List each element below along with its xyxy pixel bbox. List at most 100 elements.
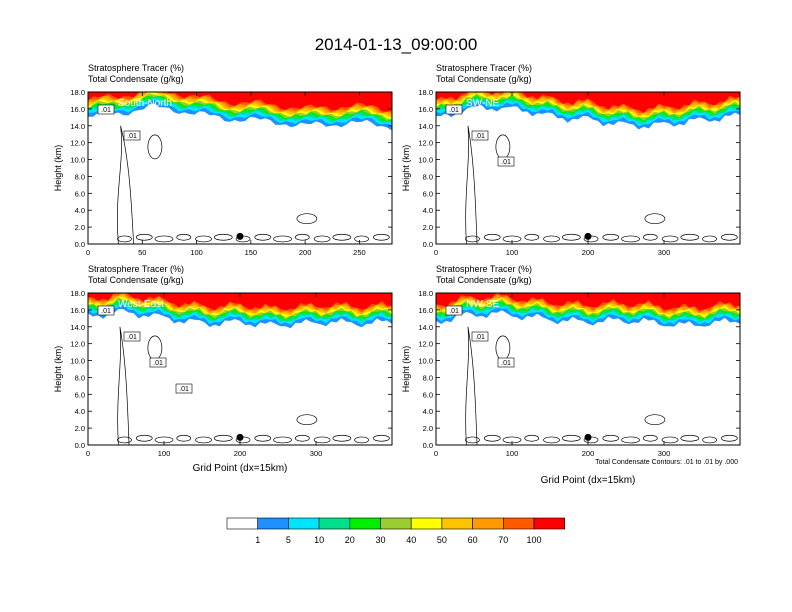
low-cloud-contour [680,233,700,241]
colorbar-swatch [441,517,473,530]
colorbar-label: 40 [406,535,416,545]
contour-label: .01 [449,308,459,315]
x-tick-label: 200 [582,248,595,257]
colorbar-swatch [472,517,504,530]
low-cloud-contour [294,434,310,442]
low-cloud-contour [135,233,153,241]
y-tick-label: 6.0 [423,390,433,399]
panel-direction-label: SW-NE [466,98,499,109]
low-cloud-contour [621,436,640,444]
low-cloud-contour [524,233,540,241]
x-axis-label: Grid Point (dx=15km) [541,475,636,486]
contour-label-box [445,305,463,316]
low-cloud-contour [642,233,658,241]
tracer-band-1 [436,293,740,311]
y-tick-label: 4.0 [75,206,85,215]
colorbar-label: 10 [314,535,324,545]
x-tick-label: 150 [245,248,258,257]
low-cloud-contour [721,233,738,241]
low-cloud-contour [273,235,292,243]
convective-column-contour [465,125,478,244]
chart-panel-4: Stratosphere Tracer (%)Total Condensate … [401,264,741,486]
x-tick-label: 100 [158,449,171,458]
x-tick-label: 300 [658,449,671,458]
low-cloud-contour [373,233,390,241]
x-tick-label: 300 [310,449,323,458]
x-tick-label: 0 [86,248,90,257]
colorbar-swatch [257,517,289,530]
location-marker [236,433,244,441]
colorbar-label: 100 [526,535,541,545]
low-cloud-contour [176,434,192,442]
colorbar-label: 50 [437,535,447,545]
y-tick-label: 14.0 [70,122,85,131]
location-marker [584,433,592,441]
low-cloud-contour [721,434,738,442]
y-tick-label: 16.0 [70,105,85,114]
x-tick-label: 0 [434,248,438,257]
low-cloud-contour [483,434,501,442]
y-axis-label: Height (km) [401,346,411,393]
y-tick-label: 14.0 [70,323,85,332]
mid-cloud-contour [296,414,318,426]
convective-column-contour [117,125,134,244]
contour-label-box [471,331,489,342]
y-tick-label: 12.0 [418,340,433,349]
plot-frame [87,91,393,245]
contour-label-box [497,156,515,167]
contour-label-box [471,130,489,141]
low-cloud-contour [273,436,292,444]
low-cloud-contour [195,436,212,444]
low-cloud-contour [642,434,658,442]
y-tick-label: 12.0 [418,139,433,148]
y-tick-label: 0.0 [423,441,433,450]
upper-cloud-contour [147,134,163,160]
condensate-contours [465,125,738,244]
condensate-contours [117,125,390,244]
y-tick-label: 0.0 [423,240,433,249]
x-tick-label: 100 [506,449,519,458]
tracer-band-1 [88,92,392,112]
contour-label: .01 [127,334,137,341]
y-tick-label: 16.0 [418,306,433,315]
contour-label: .01 [501,159,511,166]
panel-title-line2: Total Condensate (g/kg) [88,275,184,285]
location-marker [584,232,592,240]
contour-label-box [497,357,515,368]
y-tick-label: 0.0 [75,441,85,450]
y-tick-label: 10.0 [70,357,85,366]
panel-direction-label: South-North [118,98,172,109]
low-cloud-contour [543,235,560,243]
figure-title: 2014-01-13_09:00:00 [315,35,478,54]
low-cloud-contour [543,436,560,444]
colorbar-swatch [288,517,320,530]
colorbar: 1 5 10 20 30 40 50 60 70 100 [226,517,566,545]
colorbar-label: 20 [345,535,355,545]
low-cloud-contour [483,233,501,241]
x-tick-label: 200 [582,449,595,458]
y-tick-label: 16.0 [418,105,433,114]
x-tick-label: 100 [190,248,203,257]
low-cloud-contour [661,235,679,243]
panel-title-line2: Total Condensate (g/kg) [88,74,184,84]
low-cloud-contour [294,233,310,241]
y-tick-label: 10.0 [70,156,85,165]
chart-panel-2: Stratosphere Tracer (%)Total Condensate … [401,63,741,257]
y-tick-label: 8.0 [423,172,433,181]
x-tick-label: 0 [86,449,90,458]
contour-label: .01 [475,334,485,341]
low-cloud-contour [117,235,132,243]
panel-title-line2: Total Condensate (g/kg) [436,74,532,84]
contour-label-box [149,357,167,368]
y-tick-label: 8.0 [423,373,433,382]
panel-direction-label: West-East [118,299,164,310]
plot-area [436,293,740,445]
x-tick-label: 0 [434,449,438,458]
plot-area [88,92,392,244]
y-tick-label: 12.0 [70,340,85,349]
low-cloud-contour [561,233,581,241]
condensate-contours [117,326,390,445]
contour-label: .01 [153,360,163,367]
y-tick-label: 8.0 [75,172,85,181]
contour-label: .01 [475,133,485,140]
